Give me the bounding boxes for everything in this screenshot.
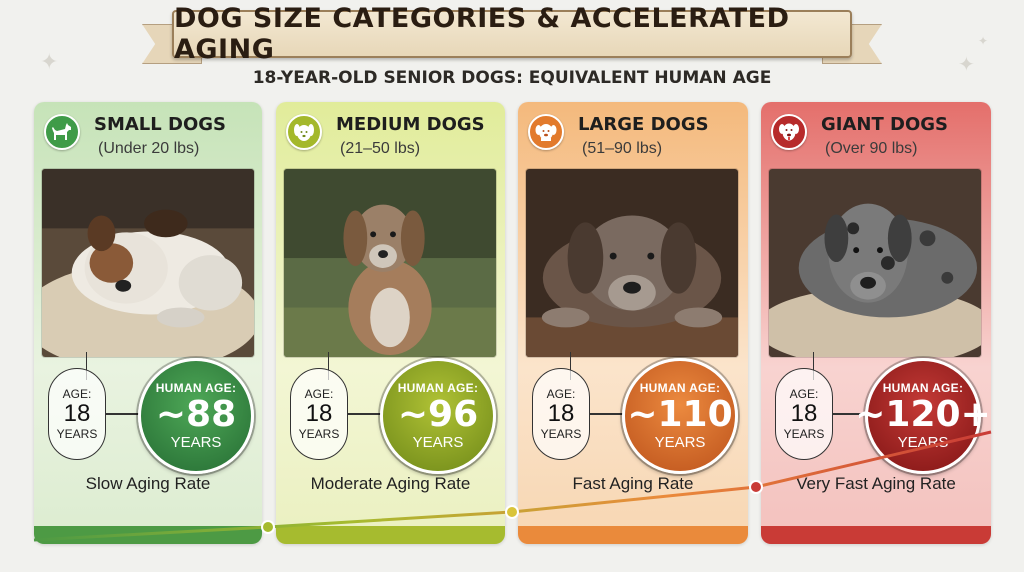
age-unit: YEARS: [298, 427, 340, 442]
human-age-badge: HUMAN AGE: ~120+ YEARS: [855, 358, 991, 474]
human-age-label: HUMAN AGE:: [397, 380, 479, 395]
connector-line: [813, 352, 814, 380]
connector-line: [86, 352, 87, 380]
age-label: AGE:: [546, 386, 576, 401]
trend-point: [505, 505, 519, 519]
human-age-unit: YEARS: [412, 434, 464, 452]
age-unit: YEARS: [540, 427, 582, 442]
giant-dog-icon: [771, 114, 807, 150]
category-weight-range: (51–90 lbs): [582, 140, 663, 157]
age-label: AGE:: [304, 386, 334, 401]
category-title: LARGE DOGS: [578, 114, 709, 135]
link-line: [833, 413, 869, 415]
human-age-value: ~120+: [855, 393, 991, 435]
human-age-unit: YEARS: [654, 434, 706, 452]
aging-rate-label: Moderate Aging Rate: [310, 474, 471, 493]
category-title: GIANT DOGS: [821, 114, 948, 135]
connector-line: [570, 352, 571, 380]
age-value: 18: [63, 399, 91, 427]
color-band: [276, 526, 505, 544]
banner-plate: DOG SIZE CATEGORIES & ACCELERATED AGING: [172, 3, 852, 65]
large-dog-icon: [528, 114, 564, 150]
title-banner: DOG SIZE CATEGORIES & ACCELERATED AGING: [142, 3, 882, 68]
age-label: AGE:: [789, 386, 819, 401]
human-age-unit: YEARS: [170, 434, 222, 452]
trend-point: [261, 520, 275, 534]
age-value: 18: [547, 399, 575, 427]
small-dog-photo: [41, 168, 255, 358]
human-age-label: HUMAN AGE:: [882, 380, 964, 395]
category-card-large: LARGE DOGS (51–90 lbs) AGE: 18 YEARS HUM…: [518, 102, 748, 544]
aging-rate-label: Fast Aging Rate: [572, 474, 694, 493]
giant-dog-photo: [768, 168, 982, 358]
category-card-small: SMALL DOGS (Under 20 lbs) AGE: 18 YEARS …: [34, 102, 262, 544]
age-unit: YEARS: [56, 427, 98, 442]
human-age-badge: HUMAN AGE: ~88 YEARS: [138, 358, 254, 474]
page-subtitle: 18-YEAR-OLD SENIOR DOGS: EQUIVALENT HUMA…: [252, 68, 772, 88]
human-age-label: HUMAN AGE:: [155, 380, 237, 395]
color-band: [34, 526, 262, 544]
actual-age-badge: AGE: 18 YEARS: [532, 368, 590, 460]
category-card-giant: GIANT DOGS (Over 90 lbs) AGE: 18 YEARS H…: [761, 102, 991, 544]
connector-line: [328, 352, 329, 380]
medium-dog-icon: [286, 114, 322, 150]
large-dog-photo: [525, 168, 739, 358]
category-weight-range: (21–50 lbs): [340, 140, 421, 157]
human-age-label: HUMAN AGE:: [639, 380, 721, 395]
actual-age-badge: AGE: 18 YEARS: [775, 368, 833, 460]
decorative-sparkle-icon: ✦: [978, 34, 989, 48]
age-value: 18: [305, 399, 333, 427]
category-title: SMALL DOGS: [94, 114, 226, 135]
page-title: DOG SIZE CATEGORIES & ACCELERATED AGING: [174, 3, 790, 65]
link-line: [348, 413, 384, 415]
age-label: AGE:: [62, 386, 92, 401]
decorative-sparkle-icon: ✦: [40, 50, 59, 75]
medium-dog-photo: [283, 168, 497, 358]
human-age-value: ~96: [397, 393, 479, 435]
human-age-badge: HUMAN AGE: ~110 YEARS: [622, 358, 738, 474]
category-title: MEDIUM DOGS: [336, 114, 485, 135]
actual-age-badge: AGE: 18 YEARS: [48, 368, 106, 460]
color-band: [518, 526, 748, 544]
aging-rate-label: Very Fast Aging Rate: [796, 474, 956, 493]
category-card-medium: MEDIUM DOGS (21–50 lbs) AGE: 18 YEARS HU…: [276, 102, 505, 544]
age-unit: YEARS: [783, 427, 825, 442]
decorative-sparkle-icon: ✦: [958, 52, 975, 76]
link-line: [590, 413, 626, 415]
category-weight-range: (Over 90 lbs): [825, 140, 918, 157]
link-line: [106, 413, 142, 415]
color-band: [761, 526, 991, 544]
age-value: 18: [790, 399, 818, 427]
category-weight-range: (Under 20 lbs): [98, 140, 200, 157]
human-age-badge: HUMAN AGE: ~96 YEARS: [380, 358, 496, 474]
aging-rate-label: Slow Aging Rate: [85, 474, 211, 493]
human-age-value: ~88: [155, 393, 237, 435]
human-age-value: ~110: [627, 393, 733, 435]
actual-age-badge: AGE: 18 YEARS: [290, 368, 348, 460]
small-dog-icon: [44, 114, 80, 150]
human-age-unit: YEARS: [897, 434, 949, 452]
